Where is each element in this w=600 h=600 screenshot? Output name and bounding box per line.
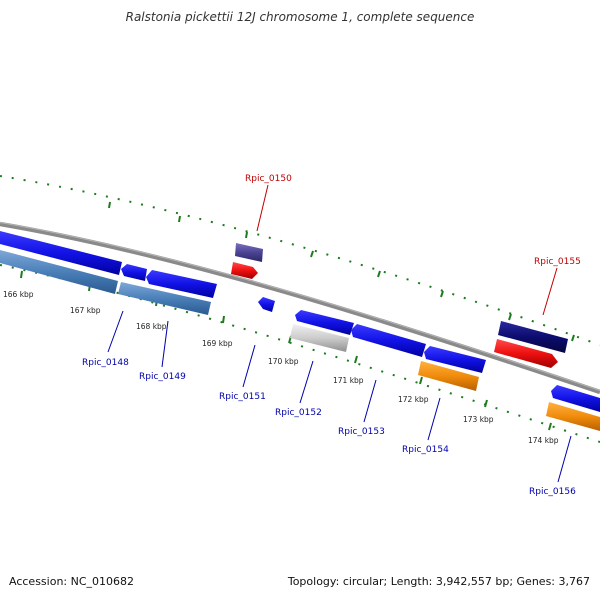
gene-rpic-0154[interactable] [418,361,479,391]
gene-rpic-0149[interactable] [118,282,211,315]
topology-summary: Topology: circular; Length: 3,942,557 bp… [287,575,590,588]
label-rpic-0150[interactable]: Rpic_0150 [245,174,292,184]
gene-blue-f[interactable] [424,346,486,373]
gene-rpic-0148[interactable] [0,250,118,294]
gene-blue-a[interactable] [0,231,122,275]
scale-label-167: 167 kbp [70,306,101,315]
gene-blue-d[interactable] [295,310,354,335]
gene-rpic-0155-arrow[interactable] [494,339,558,368]
scale-label-166: 166 kbp [3,290,34,299]
label-rpic-0154[interactable]: Rpic_0154 [402,445,449,455]
gene-rpic-0152[interactable] [290,324,349,352]
gene-rpic-0155-block[interactable] [498,321,568,353]
label-rpic-0156[interactable]: Rpic_0156 [529,487,576,497]
gene-rpic-0156[interactable] [546,402,600,431]
gene-rpic-0150-arrow[interactable] [231,262,258,279]
gene-blue-c[interactable] [146,270,217,298]
gene-rpic-0151[interactable] [258,297,275,312]
accession-text: Accession: NC_010682 [9,575,135,588]
label-rpic-0155[interactable]: Rpic_0155 [534,257,581,267]
label-rpic-0153[interactable]: Rpic_0153 [338,427,385,437]
scale-label-168: 168 kbp [136,322,167,331]
label-rpic-0151[interactable]: Rpic_0151 [219,392,266,402]
gene-blue-e[interactable] [351,324,426,357]
chromosome-backbone [0,221,600,395]
callout-lines [107,184,572,483]
forward-major-ticks [108,201,575,342]
scale-label-173: 173 kbp [463,415,494,424]
gene-rpic-0150-block[interactable] [235,243,263,262]
scale-label-174: 174 kbp [528,436,559,445]
map-title: Ralstonia pickettii 12J chromosome 1, co… [125,10,475,24]
label-rpic-0149[interactable]: Rpic_0149 [139,372,186,382]
gene-blue-b[interactable] [121,264,147,281]
scale-labels: 166 kbp 167 kbp 168 kbp 169 kbp 170 kbp … [3,290,559,445]
gene-labels: Rpic_0150 Rpic_0155 Rpic_0148 Rpic_0149 … [82,174,581,497]
label-rpic-0148[interactable]: Rpic_0148 [82,358,129,368]
scale-label-169: 169 kbp [202,339,233,348]
label-rpic-0152[interactable]: Rpic_0152 [275,408,322,418]
scale-label-170: 170 kbp [268,357,299,366]
scale-label-172: 172 kbp [398,395,429,404]
scale-label-171: 171 kbp [333,376,364,385]
gene-blue-g[interactable] [551,385,600,412]
